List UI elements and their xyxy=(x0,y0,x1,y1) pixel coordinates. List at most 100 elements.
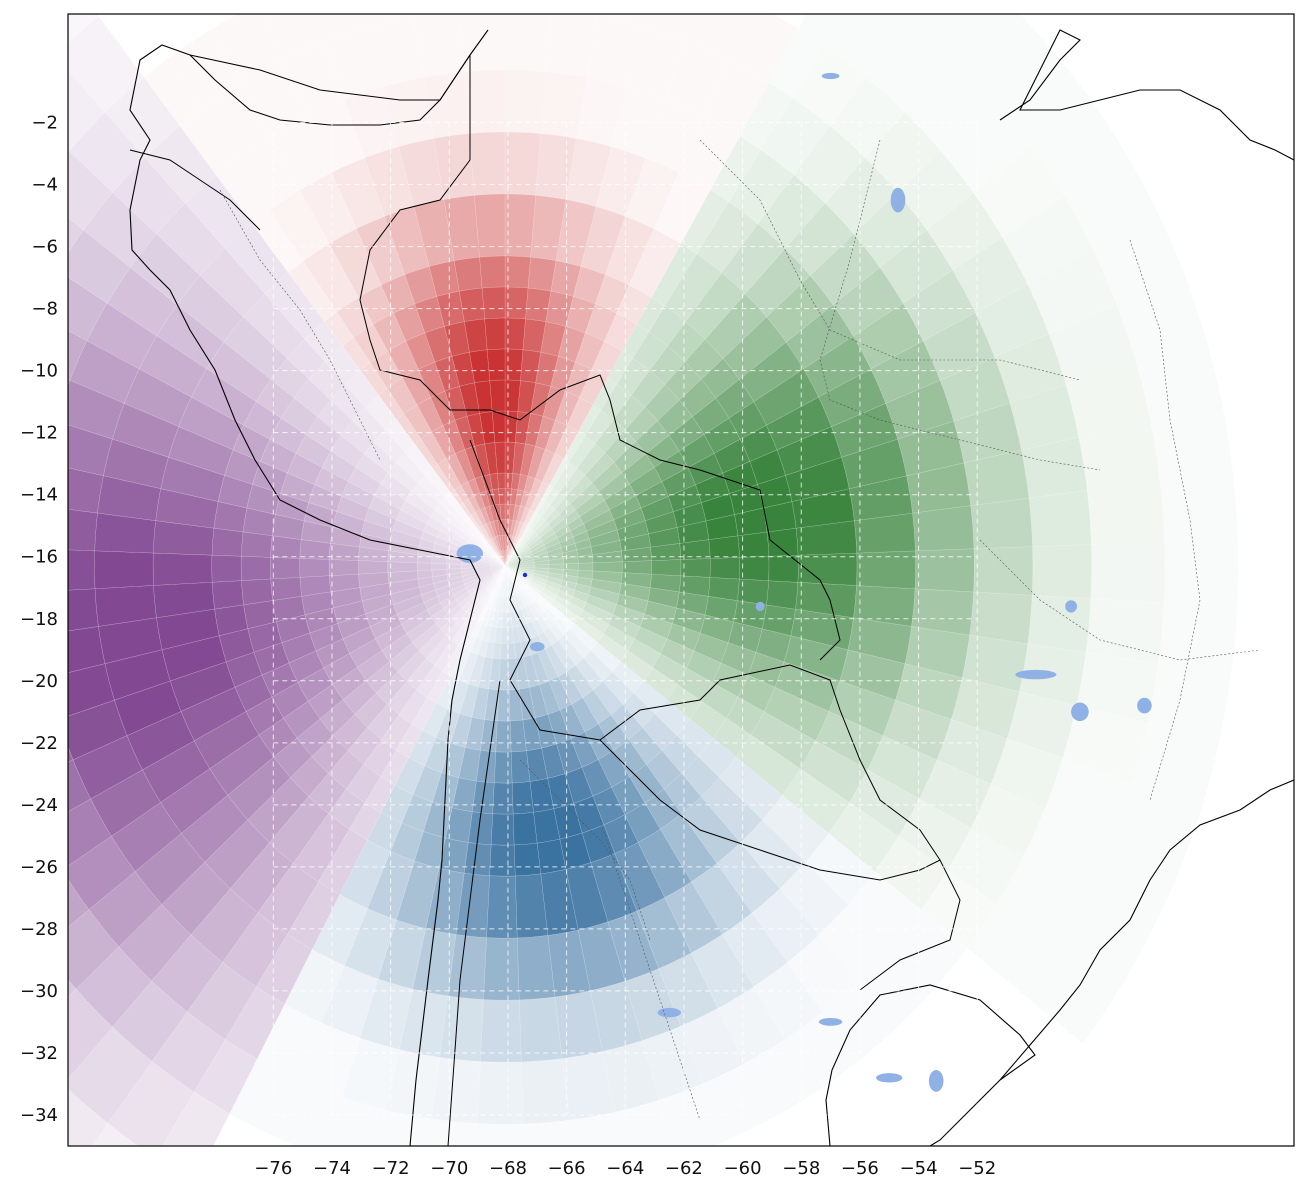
north-sector-cell xyxy=(641,14,696,42)
west-sector-cell xyxy=(364,507,397,531)
east-sector-cell xyxy=(591,462,623,492)
east-sector-cell xyxy=(504,552,514,567)
north-sector-cell xyxy=(576,77,627,147)
east-sector-cell xyxy=(588,586,620,605)
east-sector-cell xyxy=(563,431,586,463)
east-sector-cell xyxy=(548,458,570,489)
south-sector-cell xyxy=(511,626,521,644)
south-sector-cell xyxy=(551,640,576,672)
north-sector-cell xyxy=(504,69,547,134)
west-sector-cell xyxy=(151,1011,226,1093)
east-sector-cell xyxy=(750,711,817,769)
north-sector-cell xyxy=(479,255,506,289)
south-sector-cell xyxy=(654,699,691,736)
west-sector-cell xyxy=(452,587,469,601)
west-sector-cell xyxy=(481,575,495,588)
north-sector-cell xyxy=(678,116,740,191)
north-sector-cell xyxy=(328,228,382,298)
west-sector-cell xyxy=(469,534,484,548)
east-sector-cell xyxy=(634,626,668,654)
south-sector-cell xyxy=(697,737,737,778)
east-sector-cell xyxy=(526,512,538,528)
east-sector-cell xyxy=(684,338,724,380)
west-sector-cell xyxy=(484,541,497,555)
south-sector-cell xyxy=(488,657,501,691)
east-sector-cell xyxy=(947,827,1024,905)
east-sector-cell xyxy=(546,576,563,586)
west-sector-cell xyxy=(283,700,321,739)
north-sector-cell xyxy=(500,550,506,567)
west-sector-cell xyxy=(435,613,452,630)
east-sector-cell xyxy=(766,580,799,610)
east-sector-cell xyxy=(559,536,576,549)
west-sector-cell xyxy=(482,543,496,557)
south-sector-cell xyxy=(641,1025,704,1101)
north-sector-cell xyxy=(517,523,528,540)
x-tick-label: −56 xyxy=(841,1158,879,1179)
north-sector-cell xyxy=(545,14,597,78)
west-sector-cell xyxy=(373,429,406,463)
north-sector-cell xyxy=(564,361,593,398)
north-sector-cell xyxy=(504,14,551,72)
east-sector-cell xyxy=(975,284,1050,358)
south-sector-cell xyxy=(498,581,504,598)
east-sector-cell xyxy=(651,243,697,307)
south-sector-cell xyxy=(528,602,541,619)
south-sector-cell xyxy=(386,1049,440,1120)
south-sector-cell xyxy=(471,686,489,720)
south-sector-cell xyxy=(498,658,510,691)
south-sector-cell xyxy=(499,565,506,582)
west-sector-cell xyxy=(68,277,108,342)
east-sector-cell xyxy=(735,734,801,796)
east-sector-cell xyxy=(644,384,680,422)
west-sector-cell xyxy=(420,530,438,544)
west-sector-cell xyxy=(431,569,448,578)
country-border-layer xyxy=(129,54,1261,1146)
west-sector-cell xyxy=(161,861,231,936)
west-sector-cell xyxy=(396,602,428,625)
east-sector-cell xyxy=(620,650,653,681)
west-sector-cell xyxy=(485,577,497,592)
polar-sector-layer xyxy=(68,14,1232,1146)
east-sector-cell xyxy=(568,435,596,469)
lake xyxy=(1071,702,1089,722)
east-sector-cell xyxy=(1147,662,1232,741)
lake xyxy=(928,1070,944,1092)
west-sector-cell xyxy=(387,462,419,492)
west-sector-cell xyxy=(152,552,213,586)
east-sector-cell xyxy=(533,567,550,573)
south-sector-cell xyxy=(787,934,859,1013)
east-sector-cell xyxy=(792,45,867,127)
north-sector-cell xyxy=(489,520,498,538)
south-sector-cell xyxy=(477,606,489,624)
east-sector-cell xyxy=(667,321,706,363)
east-sector-cell xyxy=(518,554,534,562)
y-tick-label: −34 xyxy=(20,1105,58,1126)
x-tick-label: −70 xyxy=(430,1158,468,1179)
argentina-paraguay-border xyxy=(599,739,961,991)
west-sector-cell xyxy=(393,594,425,615)
south-sector-cell xyxy=(470,637,483,655)
west-sector-cell xyxy=(490,565,506,570)
south-sector-cell xyxy=(378,1109,432,1146)
west-sector-cell xyxy=(345,763,381,804)
y-tick-label: −18 xyxy=(20,609,58,630)
west-sector-cell xyxy=(319,699,356,736)
west-sector-cell xyxy=(490,565,506,568)
east-sector-cell xyxy=(519,562,535,566)
south-sector-cell xyxy=(691,934,754,1009)
east-sector-cell xyxy=(548,513,564,529)
west-sector-cell xyxy=(299,558,330,578)
south-sector-cell xyxy=(491,595,499,612)
south-sector-cell xyxy=(822,980,898,1062)
east-sector-cell xyxy=(951,677,1020,739)
south-sector-cell xyxy=(507,642,516,660)
west-sector-cell xyxy=(68,70,106,152)
east-sector-cell xyxy=(782,768,850,834)
east-sector-cell xyxy=(709,557,740,580)
paraguay-brazil-border xyxy=(839,709,941,861)
south-sector-cell xyxy=(390,822,424,862)
north-sector-cell xyxy=(479,525,491,541)
south-sector-cell xyxy=(484,593,494,610)
east-sector-cell xyxy=(548,558,564,565)
